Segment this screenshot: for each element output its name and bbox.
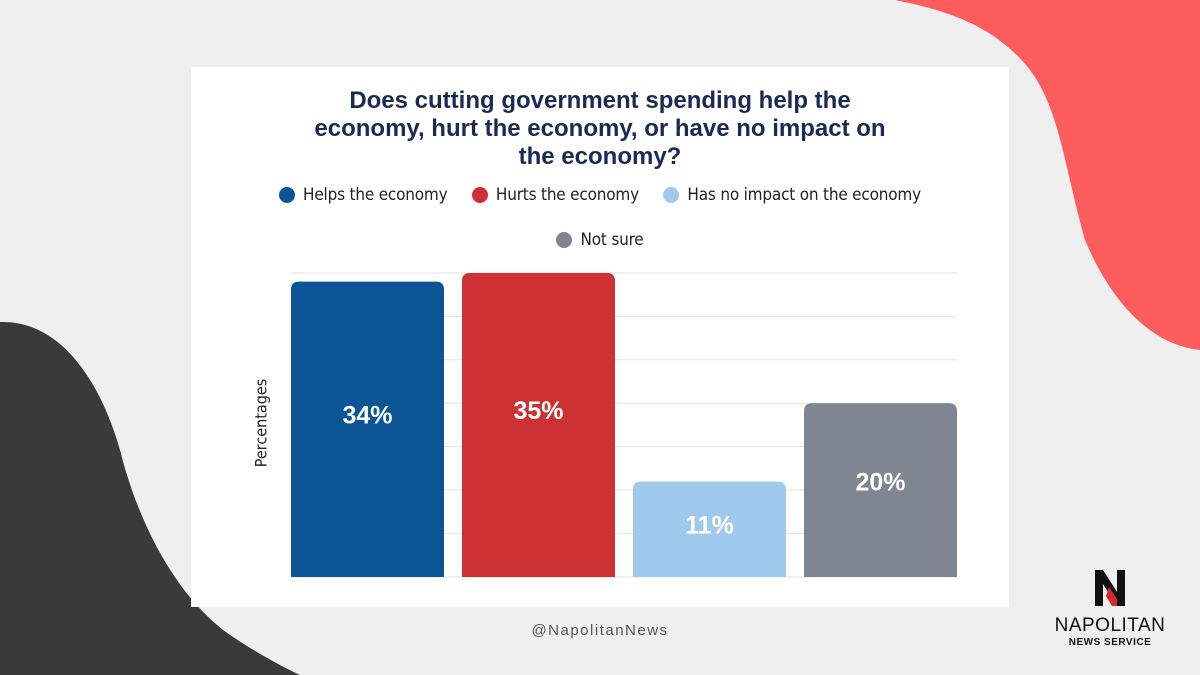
legend-label-not-sure: Not sure (580, 230, 644, 250)
legend-dot-helps (279, 187, 296, 203)
bar-hurts (462, 273, 615, 577)
bar-label-helps: 34% (342, 402, 392, 430)
bar-helps (291, 281, 444, 577)
chart-title-line-2: economy, hurt the economy, or have no im… (314, 115, 886, 142)
bar-chart: 34% 35% 11% 20% (291, 272, 957, 578)
bars (291, 273, 957, 577)
chart-title-line-1: Does cutting government spending help th… (349, 87, 851, 114)
legend-dot-hurts (471, 187, 488, 203)
social-handle: @NapolitanNews (531, 622, 669, 639)
legend-label-helps: Helps the economy (303, 185, 448, 205)
bar-not-sure (804, 403, 957, 577)
dark-blob-shape (0, 321, 300, 675)
legend-item-hurts: Hurts the economy (471, 184, 639, 206)
chart-card: Does cutting government spending help th… (191, 67, 1009, 607)
legend-item-helps: Helps the economy (279, 184, 448, 206)
legend-item-not-sure: Not sure (556, 229, 644, 251)
bar-label-hurts: 35% (513, 397, 563, 425)
legend-label-hurts: Hurts the economy (495, 185, 639, 205)
logo-subtitle: NEWS SERVICE (1068, 637, 1152, 648)
legend-row-1: Helps the economy Hurts the economy Has … (191, 184, 1009, 206)
bar-labels: 34% 35% 11% 20% (342, 397, 905, 540)
red-blob-shape (895, 0, 1200, 350)
chart-title-line-3: the economy? (518, 143, 682, 170)
chart-title: Does cutting government spending help th… (191, 87, 1009, 171)
bar-label-no-impact: 11% (685, 511, 734, 539)
bar-no-impact (633, 481, 786, 577)
legend-label-no-impact: Has no impact on the economy (687, 185, 921, 205)
legend-dot-no-impact (663, 187, 680, 203)
logo-name: NAPOLITAN (1054, 615, 1166, 636)
legend-item-no-impact: Has no impact on the economy (663, 184, 921, 206)
napolitan-logo: NAPOLITAN NEWS SERVICE (1040, 568, 1180, 648)
legend-row-2: Not sure (191, 229, 1009, 251)
legend-dot-not-sure (556, 232, 573, 248)
bar-label-not-sure: 20% (855, 468, 905, 496)
n-logo-icon (1095, 570, 1125, 606)
